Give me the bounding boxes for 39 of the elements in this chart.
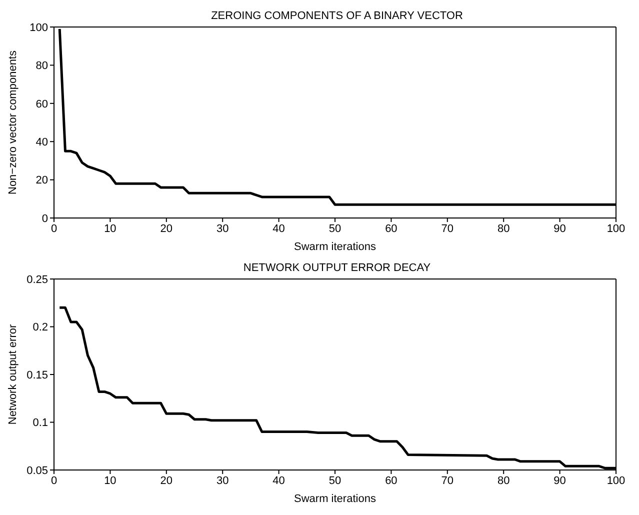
x-tick-label: 40 xyxy=(272,222,285,235)
x-tick-label: 70 xyxy=(441,474,454,487)
y-tick-label: 0.2 xyxy=(32,322,48,334)
x-tick-label: 50 xyxy=(328,222,342,235)
y-tick-label: 0.05 xyxy=(26,464,48,477)
x-tick-label: 80 xyxy=(497,222,510,235)
y-tick-label: 0.25 xyxy=(26,274,48,286)
y-tick-label: 0.15 xyxy=(26,369,48,382)
x-tick-label: 10 xyxy=(104,222,116,235)
x-tick-label: 60 xyxy=(385,474,398,487)
x-tick-label: 60 xyxy=(385,222,398,235)
x-tick-label: 80 xyxy=(497,474,510,487)
y-tick-label: 0.1 xyxy=(32,417,48,430)
y-tick-label: 20 xyxy=(36,174,48,187)
x-axis-title: Swarm iterations xyxy=(294,493,376,505)
y-tick-label: 60 xyxy=(36,98,48,110)
y-tick-label: 100 xyxy=(30,22,48,34)
x-tick-label: 0 xyxy=(50,222,58,235)
x-tick-label: 100 xyxy=(606,474,626,487)
x-tick-label: 30 xyxy=(216,222,229,235)
chart-title: NETWORK OUTPUT ERROR DECAY xyxy=(242,262,432,274)
x-tick-label: 90 xyxy=(554,474,566,487)
chart-title: ZEROING COMPONENTS OF A BINARY VECTOR xyxy=(210,10,464,22)
x-axis-title: Swarm iterations xyxy=(294,241,376,253)
y-axis-title: Non−zero vector components xyxy=(6,50,19,194)
x-tick-label: 90 xyxy=(554,222,566,235)
x-tick-label: 100 xyxy=(606,222,626,235)
x-tick-label: 10 xyxy=(104,474,116,487)
y-tick-label: 40 xyxy=(36,136,48,149)
x-tick-label: 70 xyxy=(441,222,454,235)
y-axis-title: Network output error xyxy=(6,324,19,425)
x-tick-label: 20 xyxy=(160,474,173,487)
x-tick-label: 0 xyxy=(50,474,58,487)
x-tick-label: 20 xyxy=(160,222,173,235)
y-tick-label: 80 xyxy=(36,60,48,72)
x-tick-label: 50 xyxy=(328,474,342,487)
y-tick-label: 0 xyxy=(42,212,48,225)
x-tick-label: 40 xyxy=(272,474,285,487)
x-tick-label: 30 xyxy=(216,474,229,487)
